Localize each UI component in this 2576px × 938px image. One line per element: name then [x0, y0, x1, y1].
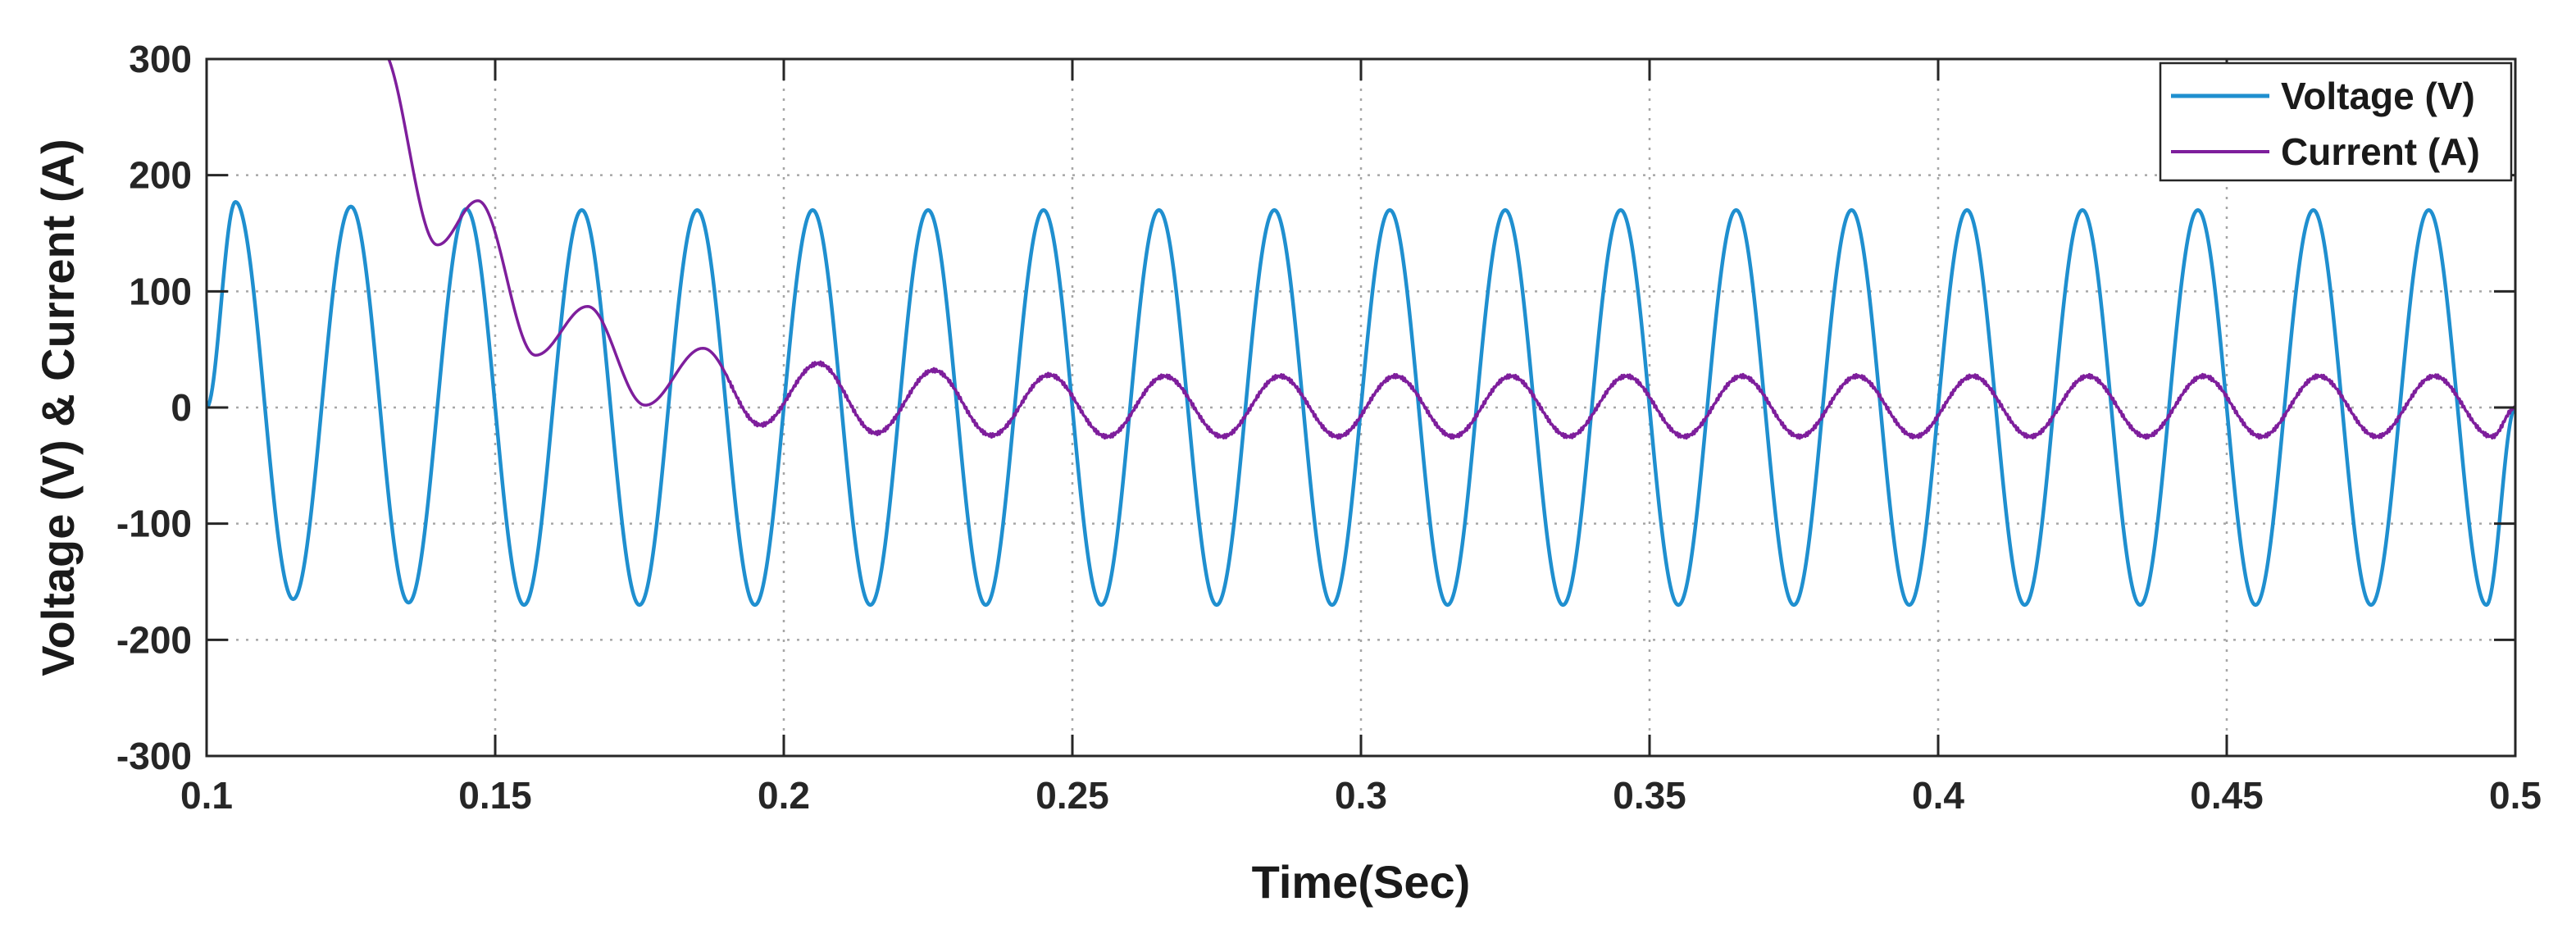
legend: Voltage (V) Current (A): [2159, 61, 2513, 182]
series-layer: [207, 59, 2515, 608]
y-tick-label: -200: [116, 618, 192, 661]
legend-voltage-label: Voltage (V): [2281, 75, 2475, 117]
y-tick-label: 200: [129, 154, 192, 197]
x-tick-label: 0.15: [458, 774, 532, 817]
x-tick-label: 0.4: [1912, 774, 1964, 817]
x-tick-label: 0.1: [180, 774, 233, 817]
x-tick-label: 0.2: [758, 774, 810, 817]
axis-ticks: 0.1 0.15 0.2 0.25 0.3 0.35 0.4 0.45 0.5 300 200 100…: [116, 38, 2542, 817]
x-tick-label: 0.25: [1035, 774, 1109, 817]
series-current-line: [387, 59, 2515, 440]
y-tick-label: 0: [171, 386, 192, 429]
x-tick-label: 0.5: [2489, 774, 2542, 817]
y-axis-title: Voltage (V) & Current (A): [32, 139, 84, 676]
x-tick-label: 0.35: [1613, 774, 1686, 817]
x-tick-label: 0.45: [2190, 774, 2264, 817]
y-tick-label: -300: [116, 735, 192, 777]
series-voltage-line: [207, 200, 2515, 608]
grid: [207, 59, 2515, 756]
y-tick-label: 300: [129, 38, 192, 80]
legend-box: [2159, 61, 2513, 182]
x-axis-title: Time(Sec): [1252, 856, 1471, 908]
x-tick-label: 0.3: [1335, 774, 1387, 817]
legend-current-label: Current (A): [2281, 130, 2480, 173]
y-tick-label: -100: [116, 503, 192, 545]
y-tick-label: 100: [129, 270, 192, 312]
